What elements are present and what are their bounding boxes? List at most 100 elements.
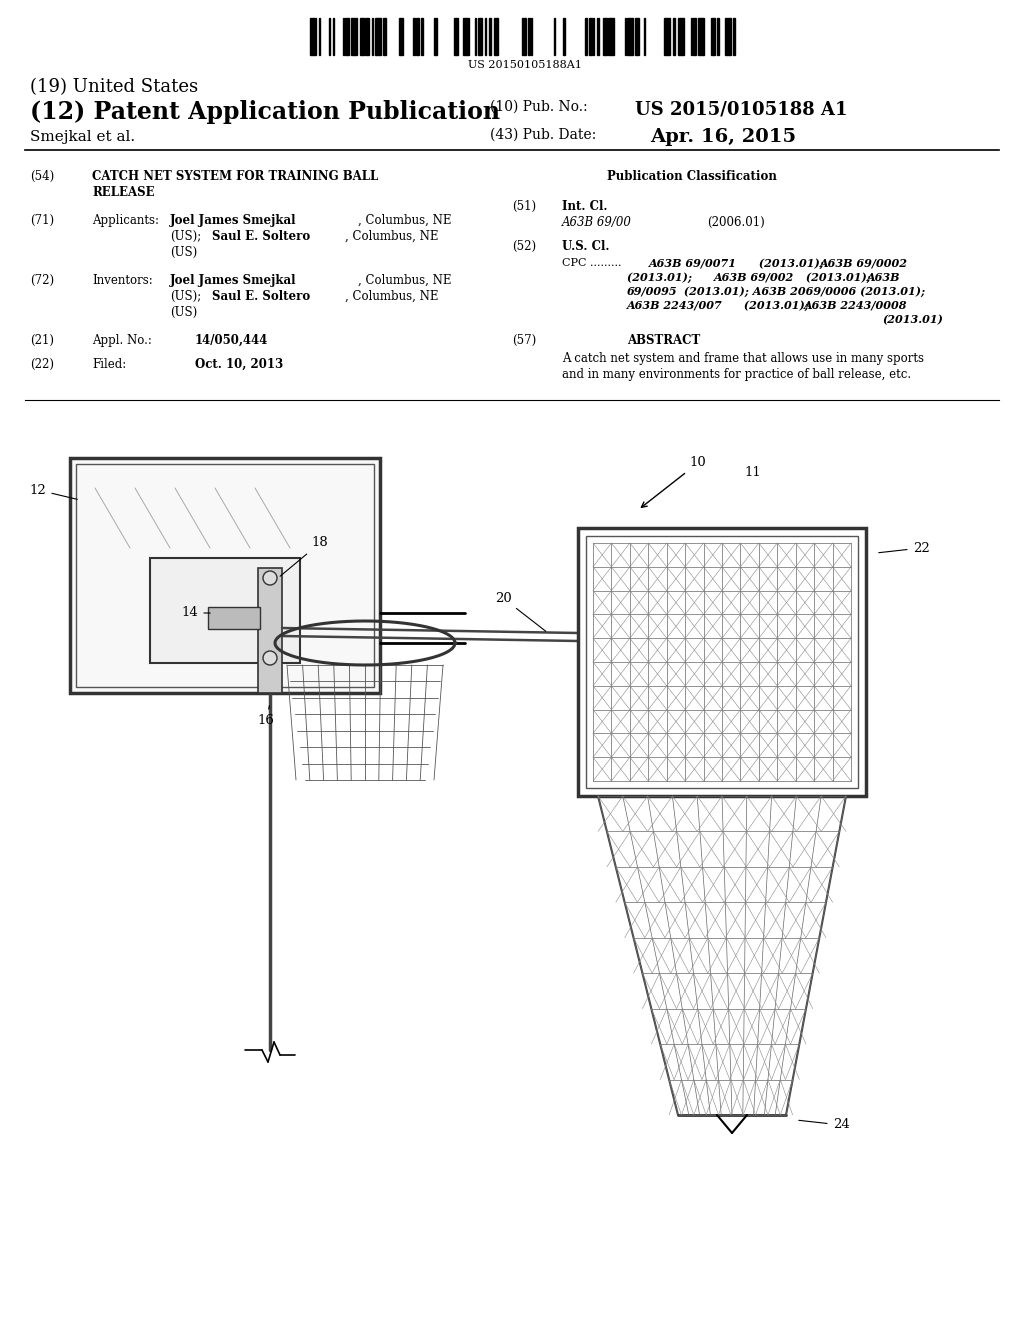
Text: , Columbus, NE: , Columbus, NE — [358, 275, 452, 286]
Text: (52): (52) — [512, 240, 537, 253]
Text: (21): (21) — [30, 334, 54, 347]
Bar — [454, 18, 458, 55]
Bar — [627, 18, 633, 55]
Text: (US): (US) — [170, 246, 198, 259]
Text: Inventors:: Inventors: — [92, 275, 153, 286]
Bar — [398, 18, 402, 55]
Text: Int. Cl.: Int. Cl. — [562, 201, 607, 213]
Text: CPC .........: CPC ......... — [562, 257, 625, 268]
Text: US 2015/0105188 A1: US 2015/0105188 A1 — [635, 100, 848, 117]
Bar — [463, 18, 469, 55]
Bar — [310, 18, 316, 55]
Text: Oct. 10, 2013: Oct. 10, 2013 — [195, 358, 284, 371]
Bar — [593, 18, 594, 55]
Text: A63B 69/002: A63B 69/002 — [714, 272, 795, 282]
Bar — [673, 18, 675, 55]
Bar — [416, 18, 419, 55]
Bar — [725, 18, 731, 55]
Text: Appl. No.:: Appl. No.: — [92, 334, 152, 347]
Text: (US);: (US); — [170, 290, 202, 304]
Bar — [717, 18, 719, 55]
Text: Publication Classification: Publication Classification — [607, 170, 777, 183]
Text: (2013.01);: (2013.01); — [740, 300, 813, 312]
Bar — [635, 18, 639, 55]
Text: (51): (51) — [512, 201, 537, 213]
Bar — [421, 18, 423, 55]
Text: 14/050,444: 14/050,444 — [195, 334, 268, 347]
Bar — [554, 18, 555, 55]
Text: (57): (57) — [512, 334, 537, 347]
Bar — [597, 18, 598, 55]
Bar — [345, 18, 349, 55]
Bar — [602, 18, 606, 55]
Text: (2006.01): (2006.01) — [707, 216, 765, 228]
Bar — [678, 18, 684, 55]
Text: 20: 20 — [495, 591, 546, 631]
Text: RELEASE: RELEASE — [92, 186, 155, 199]
Text: 10: 10 — [641, 457, 707, 507]
Bar — [351, 18, 357, 55]
Bar — [208, 607, 260, 630]
Bar — [578, 528, 866, 796]
Text: Saul E. Soltero: Saul E. Soltero — [212, 290, 310, 304]
Text: Applicants:: Applicants: — [92, 214, 159, 227]
Text: Apr. 16, 2015: Apr. 16, 2015 — [650, 128, 796, 147]
Text: 69/0095: 69/0095 — [627, 286, 678, 297]
Text: (US);: (US); — [170, 230, 202, 243]
Text: Joel James Smejkal: Joel James Smejkal — [170, 275, 297, 286]
Text: (71): (71) — [30, 214, 54, 227]
Text: (2013.01);: (2013.01); — [755, 257, 827, 269]
Text: (22): (22) — [30, 358, 54, 371]
Bar — [434, 18, 436, 55]
Text: (10) Pub. No.:: (10) Pub. No.: — [490, 100, 588, 114]
Text: Smejkal et al.: Smejkal et al. — [30, 129, 135, 144]
Bar — [563, 18, 564, 55]
Text: 18: 18 — [281, 536, 329, 577]
Text: A63B: A63B — [867, 272, 900, 282]
Text: U.S. Cl.: U.S. Cl. — [562, 240, 609, 253]
Text: 16: 16 — [258, 706, 274, 727]
Text: (72): (72) — [30, 275, 54, 286]
Bar — [711, 18, 715, 55]
Bar — [383, 18, 385, 55]
Bar — [365, 18, 369, 55]
Text: , Columbus, NE: , Columbus, NE — [345, 230, 438, 243]
Text: A63B 2243/0008: A63B 2243/0008 — [804, 300, 907, 312]
Circle shape — [263, 572, 278, 585]
Bar — [664, 18, 670, 55]
Bar — [478, 18, 482, 55]
Bar — [733, 18, 734, 55]
Text: A63B 2243/007: A63B 2243/007 — [627, 300, 723, 312]
Bar — [258, 568, 282, 693]
Text: CATCH NET SYSTEM FOR TRAINING BALL: CATCH NET SYSTEM FOR TRAINING BALL — [92, 170, 378, 183]
Text: ABSTRACT: ABSTRACT — [627, 334, 700, 347]
Text: A catch net system and frame that allows use in many sports: A catch net system and frame that allows… — [562, 352, 924, 366]
Text: (2013.01); A63B 2069/0006 (2013.01);: (2013.01); A63B 2069/0006 (2013.01); — [680, 286, 925, 297]
Text: A63B 69/0071: A63B 69/0071 — [649, 257, 737, 269]
Bar — [521, 18, 525, 55]
Text: , Columbus, NE: , Columbus, NE — [358, 214, 452, 227]
Text: (19) United States: (19) United States — [30, 78, 198, 96]
Bar — [697, 18, 703, 55]
Text: US 20150105188A1: US 20150105188A1 — [468, 59, 582, 70]
Bar — [589, 18, 592, 55]
Bar — [585, 18, 587, 55]
Text: 14: 14 — [181, 606, 210, 619]
Text: (54): (54) — [30, 170, 54, 183]
Text: Joel James Smejkal: Joel James Smejkal — [170, 214, 297, 227]
Text: (43) Pub. Date:: (43) Pub. Date: — [490, 128, 596, 143]
Text: 22: 22 — [879, 541, 930, 554]
Text: (US): (US) — [170, 306, 198, 319]
Text: (12) Patent Application Publication: (12) Patent Application Publication — [30, 100, 500, 124]
Bar — [607, 18, 613, 55]
Text: Filed:: Filed: — [92, 358, 126, 371]
Text: A63B 69/00: A63B 69/00 — [562, 216, 632, 228]
Text: (2013.01);: (2013.01); — [627, 272, 696, 282]
Bar — [693, 18, 695, 55]
Bar — [360, 18, 364, 55]
Text: (2013.01);: (2013.01); — [802, 272, 874, 282]
Circle shape — [263, 651, 278, 665]
Text: (2013.01): (2013.01) — [882, 314, 943, 325]
Text: 11: 11 — [744, 466, 762, 479]
Bar — [586, 536, 858, 788]
